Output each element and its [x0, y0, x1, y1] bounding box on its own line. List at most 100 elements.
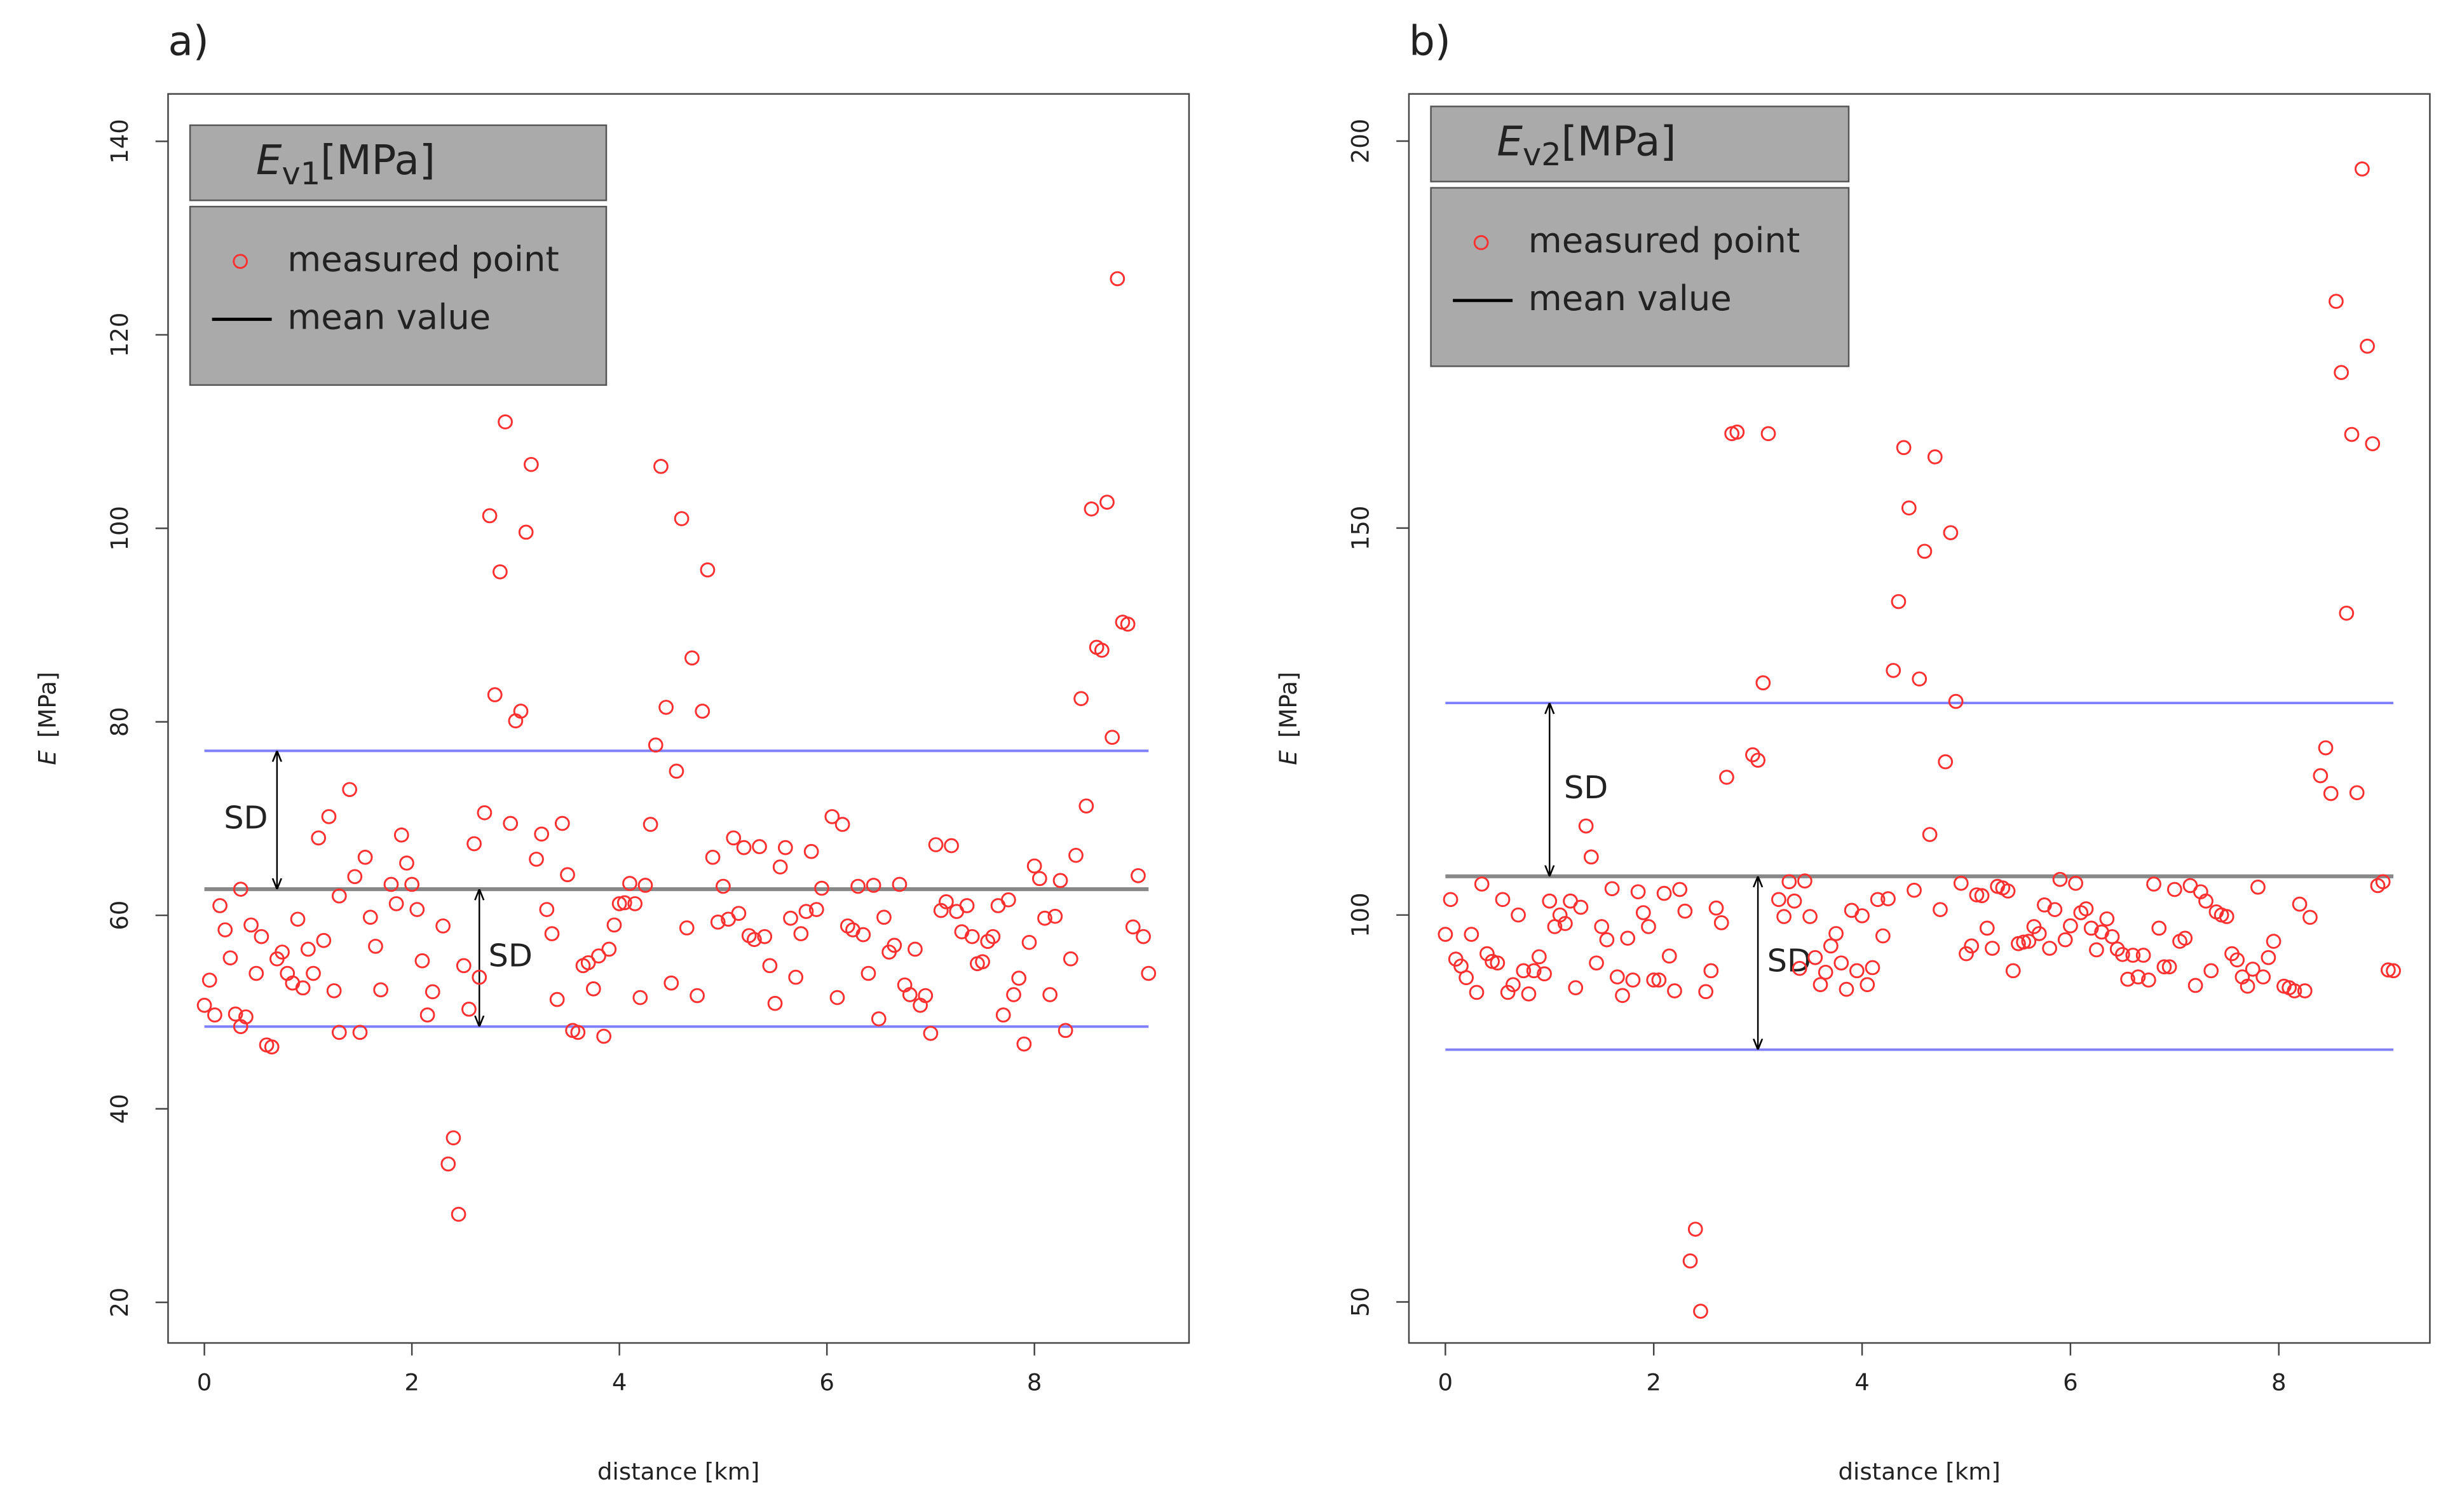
data-point	[1687, 1222, 1703, 1237]
data-point	[1438, 927, 1453, 942]
data-point	[1849, 963, 1865, 979]
data-point	[616, 895, 632, 911]
data-point	[2187, 977, 2203, 993]
data-point	[1661, 948, 1677, 964]
data-point	[435, 918, 451, 934]
data-point	[772, 859, 788, 875]
data-point	[393, 828, 409, 843]
data-point	[461, 1002, 477, 1017]
data-point	[1105, 730, 1120, 745]
data-point	[2219, 909, 2234, 924]
legend-title-symbol: E	[1497, 118, 1523, 165]
data-point	[736, 840, 752, 855]
data-point	[814, 880, 829, 896]
data-point	[752, 839, 767, 854]
data-point	[539, 902, 555, 917]
data-point	[1557, 916, 1573, 931]
y-label-symbol: E	[1275, 750, 1302, 765]
data-point	[549, 991, 565, 1007]
data-point	[887, 937, 902, 953]
data-point	[1495, 892, 1511, 908]
data-point	[388, 896, 404, 911]
data-point	[674, 511, 690, 526]
data-point	[472, 969, 487, 985]
data-point	[2115, 946, 2130, 962]
data-point	[1651, 972, 1667, 988]
data-point	[1776, 909, 1792, 924]
legend-title-box	[189, 124, 608, 201]
data-point	[1568, 980, 1584, 995]
data-point	[2146, 876, 2161, 892]
data-point	[373, 982, 389, 998]
data-point	[1589, 955, 1604, 971]
legend-entry: mean value	[1528, 278, 1732, 318]
data-point	[290, 911, 306, 927]
data-point	[684, 650, 700, 666]
data-point	[2104, 929, 2120, 944]
data-point	[1479, 946, 1495, 962]
data-point	[995, 1007, 1011, 1023]
data-point	[627, 896, 643, 911]
data-point	[1891, 594, 1907, 610]
x-tick-label: 6	[2063, 1369, 2078, 1396]
data-point	[2005, 963, 2021, 979]
data-point	[2078, 901, 2094, 916]
data-point	[1578, 818, 1594, 834]
data-point	[1985, 941, 2000, 956]
data-point	[2375, 874, 2391, 890]
data-point	[1021, 934, 1037, 950]
data-point	[1615, 988, 1630, 1004]
data-point	[503, 815, 519, 831]
data-point	[788, 969, 804, 985]
data-point	[1969, 887, 1985, 902]
data-point	[2245, 962, 2261, 977]
data-point	[1875, 928, 1891, 944]
data-point	[1672, 882, 1688, 897]
data-point	[1745, 747, 1760, 763]
data-point	[908, 941, 923, 957]
data-point	[445, 1130, 461, 1146]
panel-label: a)	[168, 18, 208, 65]
data-point	[1703, 963, 1719, 979]
data-point	[554, 815, 570, 831]
data-point	[2099, 911, 2115, 927]
data-point	[368, 939, 383, 954]
data-point	[1865, 960, 1880, 976]
y-tick-label: 60	[106, 901, 133, 930]
data-point	[705, 850, 721, 865]
data-point	[632, 990, 648, 1005]
data-point	[513, 704, 529, 719]
data-point	[985, 929, 1001, 944]
data-point	[767, 995, 783, 1011]
data-point	[409, 902, 425, 917]
data-point	[2000, 883, 2016, 899]
data-point	[1057, 1023, 1073, 1039]
data-point	[1459, 970, 1474, 986]
data-point	[1912, 671, 1928, 687]
data-point	[1506, 977, 1521, 993]
data-point	[1078, 798, 1094, 814]
data-point	[1886, 663, 1901, 678]
data-point	[716, 878, 731, 894]
data-point	[331, 888, 347, 904]
data-point	[1120, 616, 1136, 632]
data-point	[2365, 436, 2381, 451]
data-point	[1698, 984, 1714, 1000]
data-point	[357, 850, 373, 865]
data-point	[1042, 987, 1058, 1002]
data-point	[2130, 969, 2146, 984]
data-point	[1516, 963, 1532, 979]
data-point	[238, 1009, 254, 1025]
data-point	[1532, 949, 1547, 965]
legend-title: Ev2[MPa]	[1497, 118, 1676, 173]
data-point	[2166, 882, 2182, 897]
data-point	[1500, 984, 1516, 1000]
data-point	[1781, 874, 1797, 890]
data-point	[1016, 1036, 1032, 1052]
data-point	[201, 972, 217, 988]
data-point	[228, 1006, 243, 1022]
data-point	[1750, 753, 1765, 768]
data-point	[482, 508, 498, 524]
sd-annotation: SD	[489, 937, 533, 974]
y-label-unit: [MPa]	[1275, 672, 1302, 738]
